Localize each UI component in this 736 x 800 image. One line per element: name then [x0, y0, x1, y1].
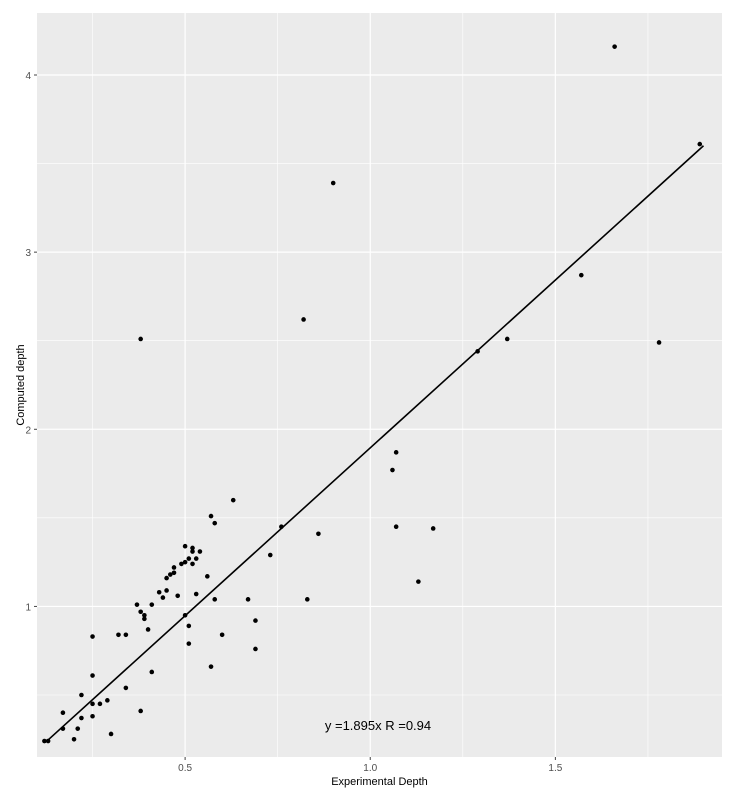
data-point: [179, 561, 184, 567]
data-point: [612, 44, 617, 49]
data-point: [182, 559, 188, 565]
data-point: [182, 543, 188, 549]
data-point: [167, 572, 173, 577]
y-tick-label: 4: [25, 71, 31, 82]
data-point: [45, 738, 51, 744]
data-point: [138, 708, 143, 714]
data-point: [60, 726, 66, 731]
data-point: [123, 685, 129, 691]
data-point: [578, 272, 584, 278]
data-point: [190, 549, 195, 554]
data-point: [90, 701, 95, 707]
data-point: [71, 736, 77, 742]
data-point: [171, 570, 177, 576]
data-point: [108, 731, 114, 737]
data-point: [149, 602, 155, 607]
data-point: [330, 180, 336, 186]
axes: 0.5 1.0 1.5 1 2 3 4: [25, 71, 562, 774]
data-point: [138, 336, 143, 342]
data-point: [430, 526, 436, 531]
data-point: [212, 597, 218, 602]
x-tick-label: 1.5: [548, 763, 562, 774]
x-tick-label: 0.5: [178, 763, 192, 774]
data-point: [190, 561, 195, 567]
data-point: [393, 524, 399, 530]
data-point: [182, 612, 188, 618]
data-point: [193, 591, 199, 597]
data-point: [697, 141, 703, 147]
x-tick-label: 1.0: [363, 763, 377, 774]
y-tick-label: 1: [25, 602, 31, 613]
data-point: [193, 556, 199, 561]
data-point: [197, 549, 203, 554]
data-point: [90, 713, 95, 719]
data-point: [230, 497, 236, 503]
data-point: [164, 588, 169, 593]
data-point: [90, 634, 95, 639]
data-point: [160, 595, 166, 600]
data-point: [245, 597, 251, 602]
y-axis-label: Computed depth: [15, 344, 27, 425]
data-points: [42, 44, 703, 744]
plot-panel: [37, 13, 722, 757]
data-point: [475, 349, 480, 354]
fit-line: [47, 145, 705, 741]
data-point: [75, 726, 81, 731]
data-point: [142, 612, 147, 618]
data-point: [186, 641, 192, 646]
data-point: [145, 627, 151, 632]
data-point: [219, 632, 225, 638]
data-point: [116, 632, 121, 638]
data-point: [105, 698, 110, 703]
data-point: [134, 602, 140, 607]
data-point: [42, 738, 47, 744]
data-point: [253, 646, 258, 652]
y-tick-label: 2: [25, 425, 31, 436]
data-point: [123, 632, 129, 638]
data-point: [205, 574, 210, 579]
data-point: [186, 556, 192, 561]
regression-annotation: y =1.895x R =0.94: [325, 718, 431, 733]
data-point: [142, 616, 147, 622]
data-point: [138, 609, 143, 615]
data-point: [267, 552, 273, 558]
data-point: [416, 579, 421, 584]
data-point: [97, 701, 103, 707]
data-point: [393, 450, 399, 455]
fit-line-group: [47, 145, 705, 741]
data-point: [156, 589, 162, 595]
data-point: [90, 673, 95, 678]
data-point: [79, 692, 84, 698]
data-point: [316, 531, 321, 537]
data-point: [301, 317, 306, 322]
data-point: [504, 336, 510, 342]
data-point: [171, 565, 177, 570]
data-point: [390, 467, 395, 473]
y-tick-label: 3: [25, 248, 31, 259]
data-point: [79, 715, 84, 721]
data-point: [60, 710, 66, 716]
data-point: [149, 669, 155, 675]
data-point: [656, 340, 662, 345]
data-point: [175, 593, 181, 599]
data-point: [190, 545, 195, 551]
data-point: [304, 597, 310, 602]
data-point: [208, 664, 214, 669]
x-axis-label: Experimental Depth: [331, 776, 428, 788]
data-point: [212, 520, 218, 526]
data-point: [186, 623, 192, 629]
data-point: [208, 513, 214, 519]
data-point: [164, 575, 169, 581]
data-point: [253, 618, 258, 623]
data-point: [279, 524, 284, 530]
